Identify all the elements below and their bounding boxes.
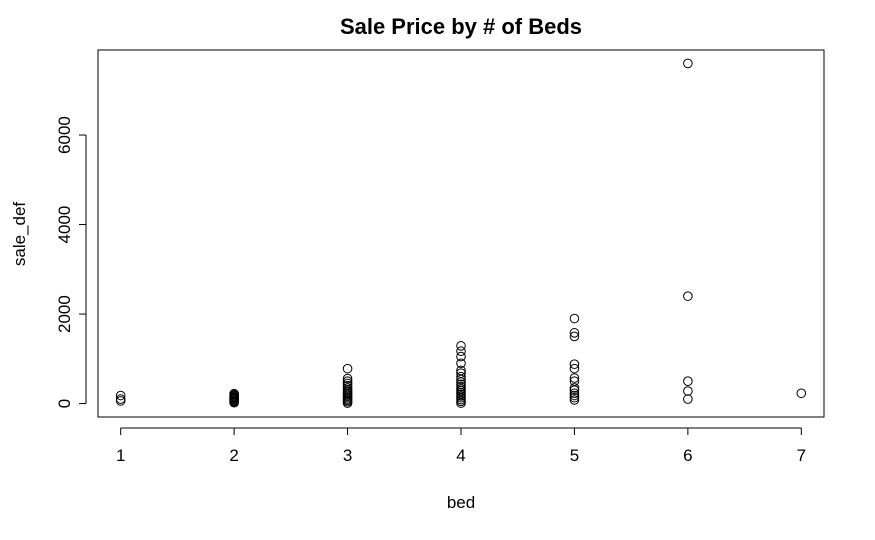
x-tick-label: 3 [343,446,352,465]
data-point [115,394,126,404]
data-point [683,58,693,69]
y-tick-label: 6000 [55,116,74,154]
data-point [342,380,353,391]
data-point [569,383,580,393]
x-tick-label: 1 [116,446,125,465]
data-points [115,58,807,408]
data-point [569,331,580,342]
data-point [569,376,580,386]
y-tick-label: 2000 [55,295,74,333]
data-point [456,346,466,357]
x-tick-label: 6 [683,446,692,465]
data-point [569,328,580,338]
data-point [683,394,693,404]
data-point [569,388,580,399]
data-point [342,378,353,389]
data-point [683,386,693,396]
data-point [456,379,466,390]
x-tick-label: 2 [229,446,238,465]
y-tick-label: 0 [55,399,74,408]
data-point [456,341,466,351]
data-point [683,376,693,386]
data-point [115,390,126,401]
y-axis: 0 2000 4000 6000 [55,116,87,408]
data-point [456,381,466,392]
data-point [569,395,580,405]
x-axis-label: bed [447,493,475,512]
data-point [342,383,353,393]
chart-title: Sale Price by # of Beds [340,14,582,39]
data-point [456,365,466,376]
data-point [569,313,580,324]
y-axis-label: sale_def [10,202,29,267]
plot-frame [97,49,825,418]
data-point [229,388,239,399]
data-point [796,388,807,399]
data-point [683,291,693,301]
data-point [456,371,466,382]
data-point [456,368,466,378]
data-point [342,363,353,374]
x-tick-label: 4 [456,446,465,465]
x-tick-label: 7 [797,446,806,465]
x-tick-label: 5 [570,446,579,465]
data-point [569,373,580,383]
data-point [569,390,580,401]
x-axis: 1 2 3 4 5 6 7 [116,427,806,465]
data-point [569,363,580,374]
data-point [569,392,580,403]
data-point [456,351,466,362]
data-point [342,373,353,384]
y-tick-label: 4000 [55,206,74,244]
data-point [569,359,580,369]
data-point [456,358,466,369]
data-point [342,376,353,386]
data-point [456,384,466,394]
